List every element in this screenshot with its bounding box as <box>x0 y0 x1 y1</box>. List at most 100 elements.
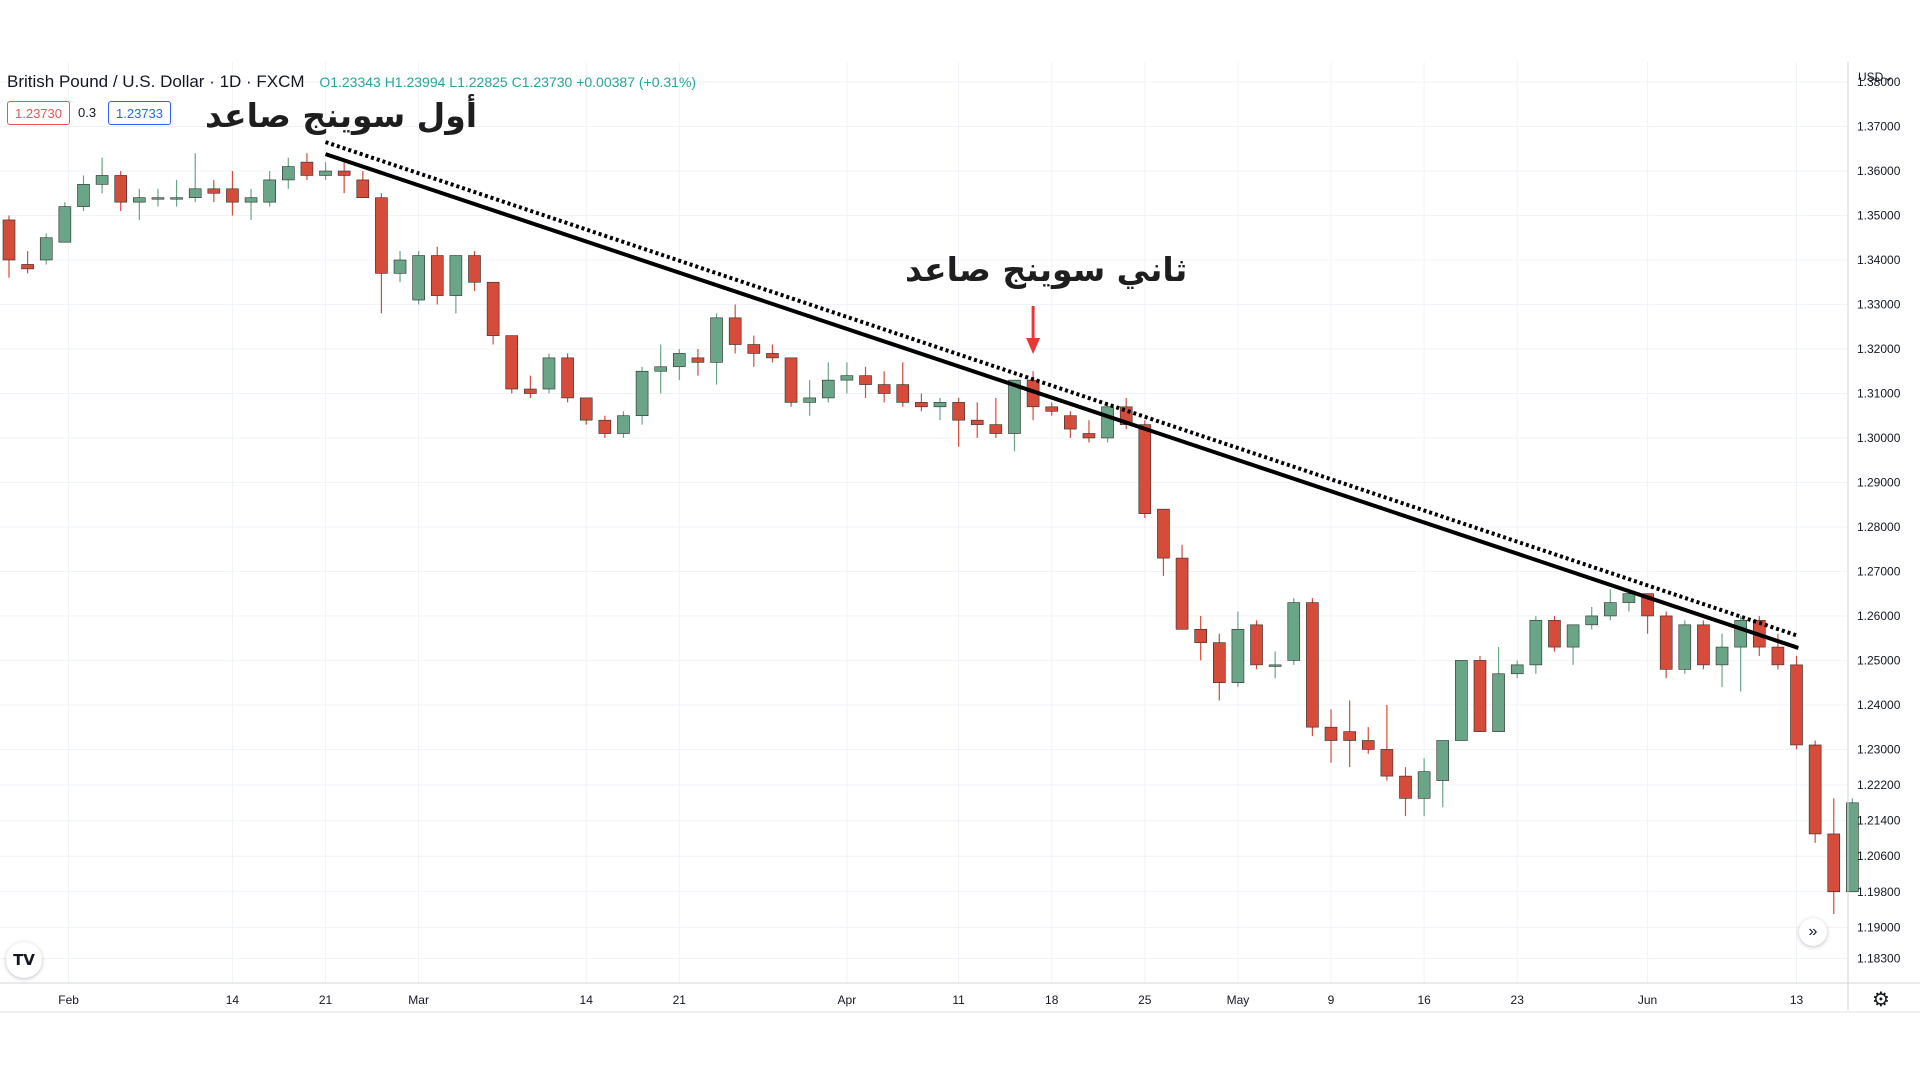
candle-body <box>1455 660 1468 741</box>
candle <box>300 153 314 180</box>
candle <box>821 362 835 403</box>
x-tick-label: Feb <box>58 993 79 1007</box>
y-tick-label: 1.31000 <box>1857 386 1901 400</box>
candle-body <box>561 357 574 399</box>
candle <box>1604 589 1617 621</box>
y-tick-label: 1.29000 <box>1857 475 1901 489</box>
candle <box>1548 615 1561 652</box>
candle-body <box>2 219 16 261</box>
candle-body <box>375 197 388 274</box>
y-tick-label: 1.36000 <box>1857 164 1901 178</box>
candle <box>1659 611 1673 679</box>
candle <box>21 251 34 274</box>
candle-body <box>1343 731 1356 741</box>
candle <box>468 251 481 292</box>
candle <box>486 281 500 345</box>
candle-body <box>524 388 537 394</box>
candle-body <box>1492 673 1505 732</box>
second-swing-annotation: ثاني سوينج صاعد <box>905 250 1188 289</box>
candle <box>1585 607 1598 630</box>
candle <box>673 348 686 381</box>
candle <box>1138 420 1152 519</box>
candle-body <box>170 197 183 200</box>
candle-body <box>1790 664 1803 746</box>
candle-body <box>505 335 519 390</box>
candle-body <box>710 317 723 363</box>
candle-body <box>77 184 90 207</box>
candle-body <box>579 397 593 421</box>
x-tick-label: 14 <box>226 993 240 1007</box>
candle-body <box>151 197 165 200</box>
candle <box>598 415 612 438</box>
candle-body <box>1250 624 1263 666</box>
candle <box>1473 655 1487 732</box>
x-tick-label: 11 <box>952 993 965 1007</box>
candle <box>877 371 891 403</box>
candle-body <box>356 179 370 199</box>
candle-body <box>1697 624 1710 666</box>
candle-body <box>1808 744 1822 835</box>
candle-body <box>1138 424 1152 514</box>
candle-body <box>263 179 276 203</box>
x-tick-label: May <box>1227 993 1250 1007</box>
candle <box>1101 402 1114 443</box>
candle-body <box>300 161 314 176</box>
y-tick-label: 1.28000 <box>1857 520 1901 534</box>
candle-body <box>840 375 854 381</box>
chart-grid <box>0 62 1848 983</box>
x-tick-label: 14 <box>580 993 594 1007</box>
candle <box>710 313 723 385</box>
candle <box>766 344 779 363</box>
candle <box>840 362 854 394</box>
candle-body <box>784 357 798 403</box>
candle <box>337 162 351 194</box>
candle <box>114 171 128 212</box>
candle-body <box>635 370 649 417</box>
buy-price-button[interactable]: 1.23733 <box>108 101 171 125</box>
candle <box>1529 615 1543 674</box>
candle <box>561 353 574 403</box>
gear-icon[interactable]: ⚙ <box>1872 989 1890 1011</box>
candle-body <box>598 419 612 434</box>
x-tick-label: 13 <box>1790 993 1804 1007</box>
candle <box>859 366 872 398</box>
scroll-to-latest-icon[interactable]: » <box>1799 918 1827 946</box>
candle <box>1287 598 1301 665</box>
candle-body <box>226 188 239 203</box>
candle-body <box>114 175 128 203</box>
candle-body <box>337 170 351 176</box>
candle <box>1194 615 1207 661</box>
candle <box>1082 420 1096 443</box>
candle <box>133 188 146 220</box>
y-tick-label: 1.37000 <box>1857 120 1901 134</box>
candle <box>654 344 668 394</box>
tradingview-logo-icon[interactable]: TV <box>6 942 42 978</box>
candle <box>39 233 53 265</box>
candle <box>1827 798 1841 915</box>
candle-body <box>133 197 146 203</box>
candle-body <box>1101 406 1114 439</box>
symbol-title[interactable]: British Pound / U.S. Dollar · 1D · FXCM <box>7 72 305 91</box>
candle-body <box>468 255 481 283</box>
candle <box>1510 660 1524 679</box>
candle <box>1361 727 1375 754</box>
axes-layer: 1.38000 1.37000 1.36000 1.35000 1.34000 1.330… <box>0 62 1920 1013</box>
candle <box>1678 620 1692 674</box>
chart-header: British Pound / U.S. Dollar · 1D · FXCM … <box>7 72 696 92</box>
x-tick-label: 23 <box>1511 993 1525 1007</box>
candle <box>1157 508 1170 576</box>
y-tick-label: 1.18300 <box>1857 952 1901 966</box>
sell-price-button[interactable]: 1.23730 <box>7 101 70 125</box>
candle-body <box>95 175 109 185</box>
candle-body <box>58 206 72 243</box>
candle-body <box>412 255 425 301</box>
ohlc-values: O1.23343 H1.23994 L1.22825 C1.23730 +0.0… <box>319 74 697 90</box>
currency-selector[interactable]: USD⌄ <box>1858 70 1893 84</box>
candle <box>747 335 761 367</box>
candle <box>1008 379 1021 452</box>
candle-body <box>1194 628 1207 643</box>
candle-body <box>1306 602 1319 728</box>
candle-body <box>1399 775 1412 799</box>
y-tick-label: 1.22200 <box>1857 778 1901 792</box>
